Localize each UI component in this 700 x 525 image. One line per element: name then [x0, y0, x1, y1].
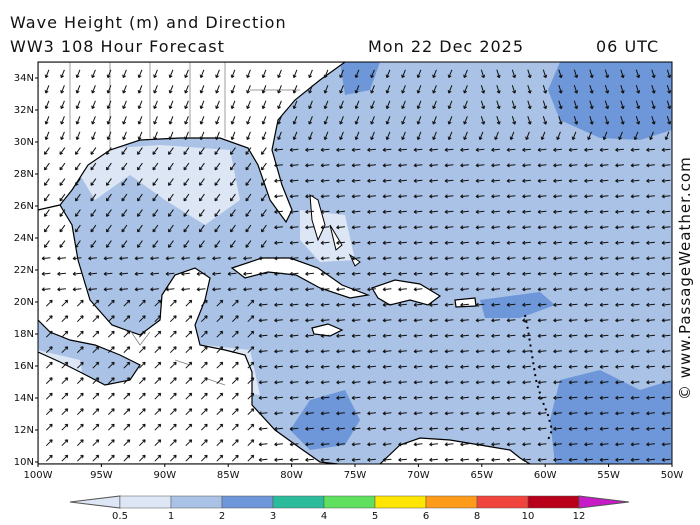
- lon-tick-label: 60W: [534, 470, 557, 481]
- legend-label: 5: [372, 511, 378, 522]
- legend-swatch: [527, 495, 580, 509]
- lon-tick-label: 55W: [597, 470, 620, 481]
- lat-tick-label: 14N: [14, 393, 34, 404]
- forecast-date: Mon 22 Dec 2025: [368, 37, 525, 56]
- land-hispaniola: [371, 279, 442, 306]
- legend-swatch: [425, 495, 478, 509]
- lon-tick-label: 90W: [153, 470, 176, 481]
- wave-zone-southeast: [550, 370, 672, 464]
- legend-label: 10: [522, 511, 535, 522]
- legend-swatch: [170, 495, 223, 509]
- legend-swatch: [323, 495, 376, 509]
- legend-swatch: [476, 495, 529, 509]
- land-us-mainland: [38, 62, 347, 224]
- wave-direction-arrows: [41, 69, 672, 462]
- lon-tick-label: 75W: [344, 470, 367, 481]
- legend-label: 4: [321, 511, 327, 522]
- legend-label: 6: [423, 511, 429, 522]
- lon-tick-label: 95W: [90, 470, 113, 481]
- lon-tick-label: 50W: [661, 470, 684, 481]
- lat-tick-label: 18N: [14, 329, 34, 340]
- lat-tick-label: 26N: [14, 201, 34, 212]
- website-credit: © www.PassageWeather.com: [676, 156, 694, 400]
- wave-zone-central: [480, 292, 555, 318]
- credit-text: © www.PassageWeather.com: [676, 156, 694, 400]
- lat-tick-label: 32N: [14, 105, 34, 116]
- wave-height-legend: 0.5 1 2 3 4 5 6 8 10 12: [69, 495, 630, 522]
- wave-zone-ne-east: [340, 62, 380, 95]
- land-lesser-antilles: [524, 314, 554, 441]
- legend-swatch: [221, 495, 274, 509]
- lat-tick-label: 28N: [14, 169, 34, 180]
- longitude-axis: 100W 95W 90W 85W 80W 75W 70W 65W 60W 55W 50W: [24, 464, 684, 481]
- legend-label: 2: [219, 511, 225, 522]
- borders: [69, 62, 300, 386]
- lon-tick-label: 70W: [407, 470, 430, 481]
- lat-tick-label: 16N: [14, 361, 34, 372]
- lon-tick-label: 80W: [280, 470, 303, 481]
- legend-high-arrow: [578, 495, 630, 509]
- legend-label: 8: [474, 511, 480, 522]
- legend-label: 3: [270, 511, 276, 522]
- map-title: Wave Height (m) and Direction: [10, 13, 287, 32]
- wave-zone-south-caribbean: [290, 390, 360, 450]
- lat-tick-label: 24N: [14, 233, 34, 244]
- lon-tick-label: 65W: [470, 470, 493, 481]
- lat-tick-label: 20N: [14, 297, 34, 308]
- lat-tick-label: 22N: [14, 265, 34, 276]
- legend-swatch: [374, 495, 427, 509]
- land-bahamas: [309, 194, 361, 267]
- legend-label: 1: [168, 511, 174, 522]
- land-cuba: [230, 257, 371, 299]
- wave-zone-gulf-light: [80, 145, 240, 225]
- land-puerto-rico: [454, 297, 477, 308]
- lon-tick-label: 100W: [24, 470, 53, 481]
- lon-tick-label: 85W: [217, 470, 240, 481]
- legend-swatch: [119, 495, 172, 509]
- wave-zone-northeast: [548, 62, 672, 140]
- legend-label: 0.5: [112, 511, 128, 522]
- latitude-axis: 34N 32N 30N 28N 26N 24N 22N 20N 18N 16N 14N 12N 10N: [14, 73, 38, 468]
- forecast-label: WW3 108 Hour Forecast: [10, 37, 225, 56]
- legend-label: 12: [573, 511, 586, 522]
- lat-tick-label: 12N: [14, 425, 34, 436]
- legend-swatch: [272, 495, 325, 509]
- forecast-time: 06 UTC: [596, 37, 660, 56]
- lat-tick-label: 10N: [14, 457, 34, 468]
- lat-tick-label: 30N: [14, 137, 34, 148]
- legend-low-arrow: [69, 495, 121, 509]
- lat-tick-label: 34N: [14, 73, 34, 84]
- land-jamaica: [311, 323, 344, 337]
